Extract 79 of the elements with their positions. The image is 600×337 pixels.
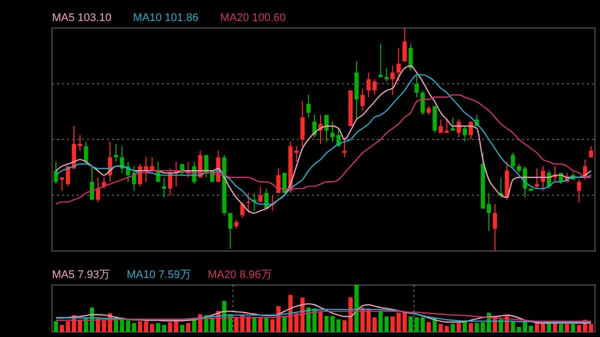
bar [54, 321, 58, 332]
bar [576, 324, 582, 332]
bar [60, 324, 64, 332]
candlestick [534, 168, 540, 190]
bar [384, 316, 389, 332]
bar [180, 324, 184, 332]
candlestick [228, 212, 232, 250]
bar [570, 324, 576, 332]
candlestick [162, 176, 166, 198]
bar [450, 324, 455, 332]
bar [282, 316, 287, 332]
bar [186, 323, 190, 332]
bar [252, 317, 256, 332]
text: MA20 100.60 [220, 12, 286, 24]
candlestick [420, 90, 425, 116]
candlestick [456, 118, 461, 138]
bar [426, 322, 431, 332]
candlestick [588, 146, 594, 158]
candlestick [330, 121, 335, 142]
candlestick [372, 78, 377, 96]
bar [138, 321, 142, 332]
bar [564, 324, 570, 332]
candlestick [294, 146, 299, 162]
candlestick [300, 101, 305, 147]
candlestick [384, 68, 389, 82]
bar [294, 313, 299, 332]
candlestick [366, 72, 371, 98]
bar [132, 323, 136, 332]
bar [528, 326, 534, 332]
candlestick [258, 186, 262, 202]
candlestick [390, 65, 395, 96]
text: MA5 7.93万 [52, 269, 110, 281]
bar [162, 324, 166, 332]
bar [336, 319, 341, 332]
candlestick [450, 116, 455, 132]
bar [588, 324, 594, 332]
text: MA10 7.59万 [126, 269, 191, 281]
bar [270, 319, 274, 332]
candlestick [306, 94, 311, 118]
bar [150, 324, 154, 332]
bar [66, 321, 70, 332]
text: MA5 103.10 [52, 12, 112, 24]
bar [468, 323, 473, 332]
bar [156, 323, 160, 332]
candlestick [114, 143, 118, 162]
text: MA10 101.86 [133, 12, 198, 24]
bar [456, 323, 461, 332]
candlestick [240, 201, 244, 218]
bar [372, 317, 377, 332]
bar [192, 320, 196, 332]
candlestick [462, 126, 467, 142]
bar [318, 311, 323, 332]
bar [102, 320, 106, 332]
candlestick [342, 136, 347, 158]
candlestick [360, 88, 365, 112]
bar [264, 317, 268, 332]
candlestick [402, 28, 407, 62]
candlestick [414, 74, 419, 98]
candlestick [408, 43, 413, 71]
bar [546, 323, 552, 332]
bar [330, 316, 335, 332]
text: MA20 8.96万 [208, 269, 272, 281]
bar [126, 320, 130, 332]
bar [540, 323, 546, 332]
candlestick [168, 168, 172, 196]
candlestick [468, 121, 473, 140]
bar [342, 320, 347, 332]
bar [558, 324, 564, 332]
candlestick [486, 192, 491, 232]
bar [258, 318, 262, 332]
candlestick [246, 192, 250, 214]
bar [144, 321, 148, 332]
candlestick [492, 204, 497, 252]
bar [324, 316, 329, 332]
candlestick [396, 48, 401, 82]
bar [516, 326, 522, 332]
candlestick [84, 141, 88, 165]
candlestick [510, 152, 516, 169]
candlestick [576, 179, 582, 202]
